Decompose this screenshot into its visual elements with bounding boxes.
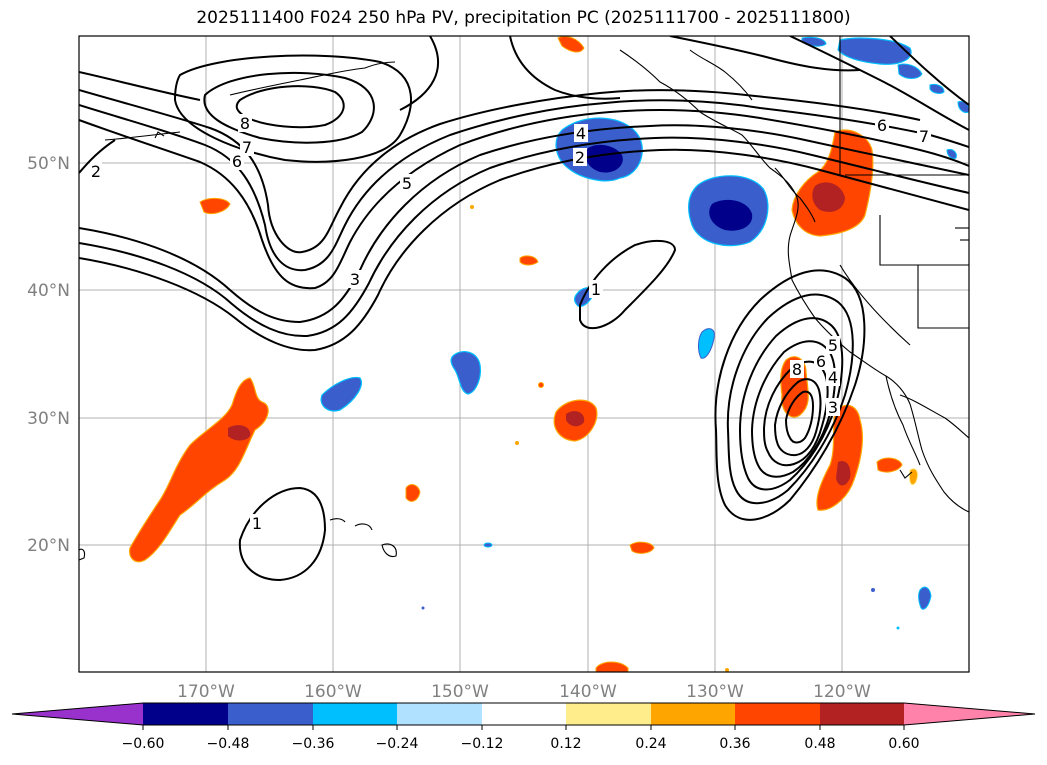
longitude-labels: 170°W 160°W 150°W 140°W 130°W 120°W <box>177 682 871 702</box>
colorbar-segment <box>397 703 482 725</box>
colorbar-tick-label: 0.60 <box>888 736 919 752</box>
latitude-labels: 50°N 40°N 30°N 20°N <box>27 154 70 556</box>
contour-label: 7 <box>242 138 252 157</box>
colorbar-segment <box>228 703 313 725</box>
colorbar-tick-label: −0.24 <box>376 736 419 752</box>
colorbar-extend-high <box>904 703 1035 725</box>
colorbar-segment <box>143 703 228 725</box>
contour-label: 1 <box>252 514 262 533</box>
lat-label: 20°N <box>27 536 70 556</box>
contour-label: 6 <box>232 152 242 171</box>
colorbar-segment <box>566 703 651 725</box>
chart-title: 2025111400 F024 250 hPa PV, precipitatio… <box>196 8 851 28</box>
colorbar-segment <box>313 703 397 725</box>
contour-labels: 2 4 2 5 3 1 6 8 7 6 7 1 8 6 <box>90 114 931 533</box>
contour-label: 3 <box>828 398 838 417</box>
contour-label: 5 <box>402 174 412 193</box>
colorbar-extend-low <box>12 703 144 725</box>
colorbar-tick-label: 0.24 <box>635 736 666 752</box>
lat-label: 50°N <box>27 154 70 174</box>
lon-label: 130°W <box>686 682 744 702</box>
contour-label: 5 <box>828 336 838 355</box>
lon-label: 120°W <box>813 682 871 702</box>
map-frame <box>78 35 970 673</box>
colorbar-tick-label: −0.12 <box>461 736 504 752</box>
colorbar-segment <box>651 703 735 725</box>
contour-label: 6 <box>877 116 887 135</box>
pv-contours <box>79 36 969 582</box>
contour-label: 2 <box>91 162 101 181</box>
lon-label: 170°W <box>177 682 235 702</box>
colorbar-tick-label: −0.36 <box>292 736 335 752</box>
contour-label: 8 <box>792 360 802 379</box>
lon-label: 150°W <box>431 682 489 702</box>
contour-label: 7 <box>919 127 929 146</box>
lon-label: 160°W <box>304 682 362 702</box>
colorbar-tick-label: −0.60 <box>122 736 165 752</box>
contour-label: 8 <box>240 114 250 133</box>
colorbar-tick-label: 0.36 <box>719 736 750 752</box>
colorbar-tick-label: 0.48 <box>804 736 835 752</box>
contour-label: 6 <box>816 352 826 371</box>
colorbar: −0.60 −0.48 −0.36 −0.24 −0.12 0.12 0.24 … <box>11 702 1036 752</box>
lon-label: 140°W <box>559 682 617 702</box>
lat-label: 30°N <box>27 409 70 429</box>
colorbar-tick-label: 0.12 <box>550 736 581 752</box>
colorbar-tick-label: −0.48 <box>207 736 250 752</box>
contour-label: 4 <box>828 368 838 387</box>
contour-label: 2 <box>575 148 585 167</box>
contour-label: 3 <box>350 270 360 289</box>
contour-label: 4 <box>576 124 586 143</box>
contour-label: 1 <box>591 280 601 299</box>
precip-positive-areas <box>129 36 919 672</box>
lat-label: 40°N <box>27 281 70 301</box>
colorbar-segment <box>735 703 820 725</box>
colorbar-segment <box>820 703 904 725</box>
colorbar-segment <box>482 703 566 725</box>
